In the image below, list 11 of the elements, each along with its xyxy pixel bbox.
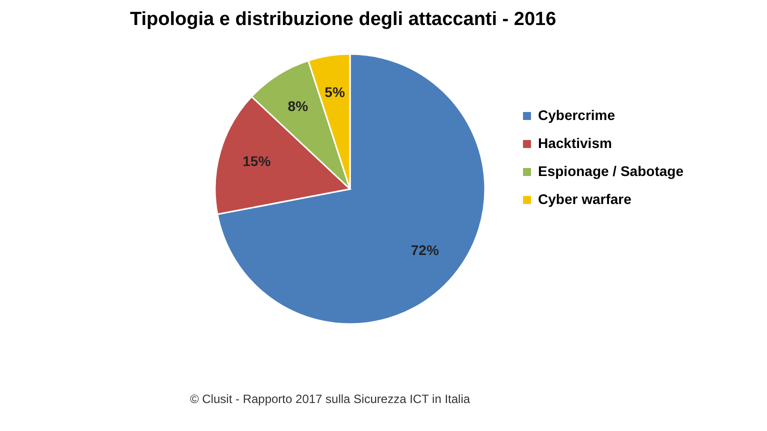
pie-slice (216, 53, 486, 325)
legend-label: Cybercrime (538, 107, 616, 123)
chart-title: Tipologia e distribuzione degli attaccanti - 2016 (130, 9, 556, 30)
data-label: 8% (288, 98, 309, 114)
text: © Clusit - Rapporto 2017 sulla Sicurezza ICT in Italia (190, 392, 470, 406)
data-label: 5% (324, 84, 346, 100)
legend-label: Espionage / Sabotage (538, 163, 684, 179)
legend-label: Cyber warfare (538, 191, 632, 207)
data-label: 15% (242, 152, 272, 169)
data-label: 72% (410, 242, 440, 258)
legend-label: Hacktivism (538, 135, 612, 151)
